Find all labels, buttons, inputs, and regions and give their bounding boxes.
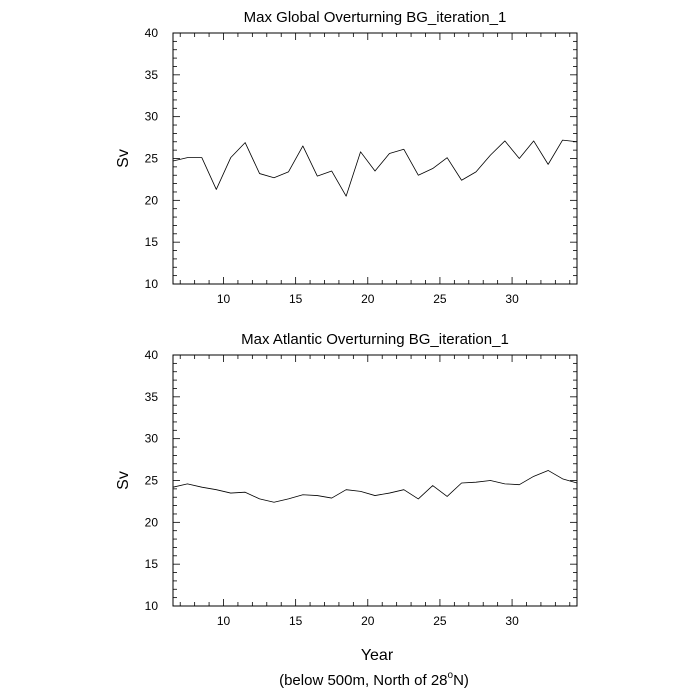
plot-frame [172,32,578,285]
plot-frame [172,354,578,607]
footnote-prefix: (below 500m, North of 28 [279,672,447,689]
x-tick-label: 20 [361,292,375,306]
y-tick-label: 25 [145,474,159,488]
footnote-superscript: o [448,670,454,681]
y-tick-label: 35 [145,68,159,82]
x-tick-label: 10 [217,292,231,306]
global-overturning-panel: Max Global Overturning BG_iteration_1 10 1… [115,9,578,306]
y-axis-label: Sv [115,471,132,490]
x-tick-label: 15 [289,614,303,628]
y-tick-label: 20 [145,193,159,207]
atlantic-overturning-panel: Max Atlantic Overturning BG_iteration_1 1… [115,331,578,664]
footnote-suffix: N) [453,672,469,689]
x-tick-label: 30 [505,292,519,306]
x-tick-label: 25 [433,292,447,306]
y-tick-label: 40 [145,348,159,362]
y-tick-label: 20 [145,515,159,529]
chart-title: Max Global Overturning BG_iteration_1 [244,9,507,26]
x-tick-label: 20 [361,614,375,628]
x-tick-label: 30 [505,614,519,628]
series-line [172,470,578,503]
y-tick-label: 35 [145,390,159,404]
x-tick-label: 15 [289,292,303,306]
y-tick-label: 25 [145,152,159,166]
y-tick-label: 30 [145,110,159,124]
x-tick-label: 10 [217,614,231,628]
y-axis-label: Sv [115,149,132,168]
y-tick-label: 15 [145,235,159,249]
footnote: (below 500m, North of 28oN) [279,670,469,689]
y-tick-label: 30 [145,432,159,446]
y-tick-label: 10 [145,599,159,613]
x-axis-label: Year [361,647,394,664]
y-tick-label: 40 [145,26,159,40]
y-tick-label: 10 [145,277,159,291]
x-tick-label: 25 [433,614,447,628]
y-tick-label: 15 [145,557,159,571]
chart-title: Max Atlantic Overturning BG_iteration_1 [241,331,509,348]
series-line [172,139,578,197]
